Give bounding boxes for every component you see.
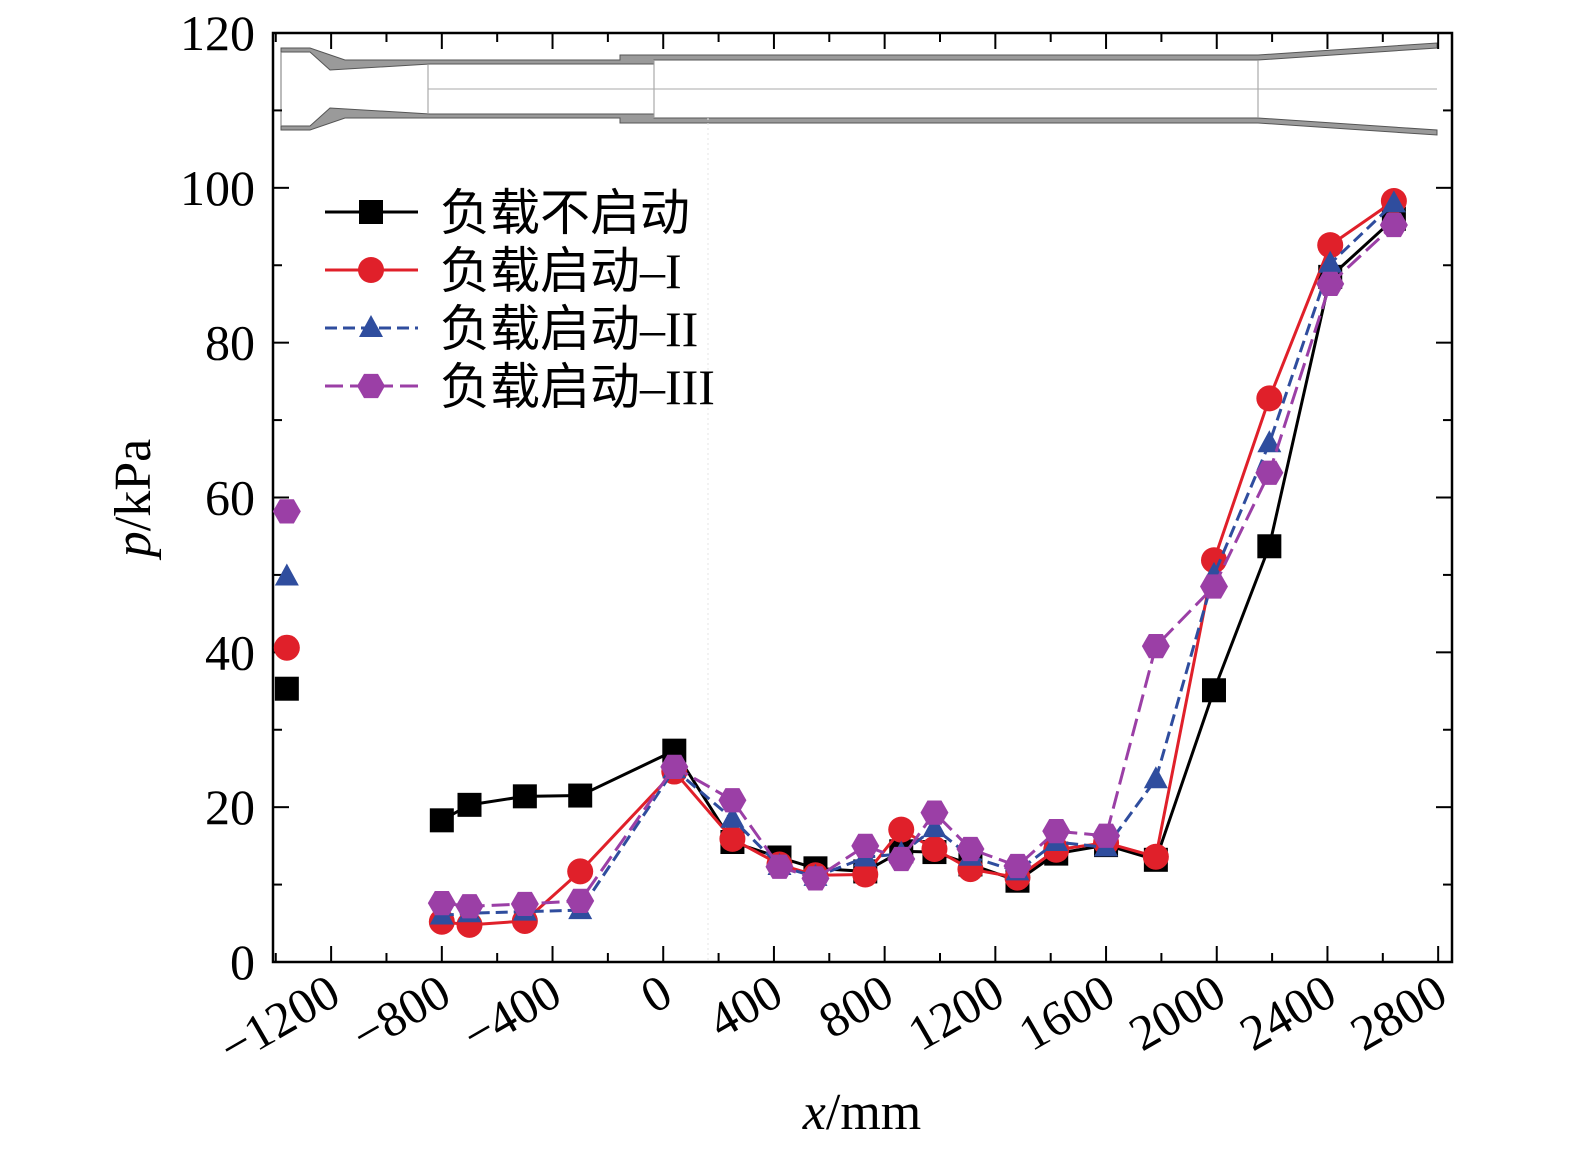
series-line <box>441 223 1395 908</box>
data-point-hexagon <box>920 800 949 825</box>
x-axis-title: x/mm <box>802 1084 921 1141</box>
data-point-square <box>274 676 299 701</box>
data-point-hexagon <box>1316 271 1345 296</box>
data-point-hexagon <box>1042 819 1071 844</box>
data-point-circle <box>888 816 915 843</box>
data-point-hexagon <box>801 866 830 891</box>
data-point-triangle <box>274 563 299 586</box>
y-tick-label: 20 <box>205 779 255 835</box>
y-tick-label: 120 <box>180 5 255 61</box>
data-point-square <box>1257 534 1282 559</box>
x-tick-label: 2400 <box>1230 963 1345 1061</box>
legend-label: 负载不启动 <box>440 185 690 241</box>
data-point-circle <box>1317 232 1344 259</box>
data-point-triangle <box>1257 430 1282 453</box>
data-series <box>272 187 1408 938</box>
data-point-circle <box>1200 547 1227 574</box>
data-point-hexagon <box>887 846 916 872</box>
series-line <box>441 202 1395 918</box>
data-point-hexagon <box>956 836 985 862</box>
data-point-square <box>512 784 537 809</box>
series-4 <box>272 212 1408 919</box>
y-tick-label: 60 <box>205 470 255 526</box>
x-tick-label: −400 <box>453 963 570 1063</box>
data-point-hexagon <box>1199 574 1228 599</box>
data-point-hexagon <box>357 373 385 399</box>
data-point-triangle <box>359 315 383 337</box>
data-point-triangle <box>1318 250 1343 273</box>
x-tick-label: 0 <box>631 963 681 1024</box>
duct-geometry-inset <box>280 42 1438 962</box>
y-tick-label: 100 <box>180 160 255 216</box>
x-tick-label: 2000 <box>1120 963 1235 1061</box>
data-point-circle <box>1256 385 1283 412</box>
data-point-square <box>429 808 454 833</box>
duct-upper-wall <box>280 42 1438 71</box>
data-point-hexagon <box>1003 853 1032 879</box>
data-point-hexagon <box>427 891 456 916</box>
x-tick-label: 400 <box>698 963 791 1049</box>
data-point-hexagon <box>660 754 689 780</box>
data-point-circle <box>1142 843 1169 870</box>
legend-entry: 负载启动–I <box>325 243 682 299</box>
legend-entry: 负载启动–II <box>325 301 698 357</box>
x-tick-label: −800 <box>342 963 459 1063</box>
data-point-triangle <box>1143 766 1168 789</box>
legend-label: 负载启动–III <box>440 359 715 415</box>
data-point-circle <box>921 835 948 862</box>
y-tick-label: 0 <box>230 934 255 990</box>
legend-label: 负载启动–I <box>440 243 682 299</box>
data-point-hexagon <box>1092 823 1121 848</box>
legend-entry: 负载不启动 <box>325 185 690 241</box>
data-point-triangle <box>1381 190 1406 213</box>
data-point-hexagon <box>1379 212 1408 238</box>
data-point-circle <box>852 861 879 888</box>
series-line <box>441 217 1395 883</box>
data-point-square <box>1201 678 1226 703</box>
data-point-hexagon <box>566 888 595 913</box>
y-tick-label: 80 <box>205 315 255 371</box>
data-point-triangle <box>720 805 745 828</box>
data-point-hexagon <box>718 788 747 813</box>
legend-label: 负载启动–II <box>440 301 698 357</box>
duct-lower-wall <box>280 107 1438 136</box>
data-point-square <box>457 792 482 817</box>
x-tick-label: 2800 <box>1341 963 1456 1061</box>
data-point-square <box>359 200 383 224</box>
x-tick-label: 800 <box>809 963 902 1049</box>
legend-entry: 负载启动–III <box>325 359 715 415</box>
data-point-hexagon <box>1255 460 1284 485</box>
data-point-hexagon <box>455 894 484 919</box>
data-point-circle <box>358 257 384 283</box>
y-tick-label: 40 <box>205 624 255 680</box>
data-point-circle <box>567 858 594 885</box>
data-point-hexagon <box>510 891 539 917</box>
data-point-square <box>568 783 593 808</box>
data-point-hexagon <box>272 499 301 524</box>
x-tick-label: 1200 <box>898 963 1013 1061</box>
data-point-hexagon <box>765 854 794 879</box>
y-axis-title: p/kPa <box>105 439 162 561</box>
data-point-hexagon <box>851 833 880 858</box>
data-point-hexagon <box>1141 634 1170 659</box>
x-tick-label: 1600 <box>1009 963 1124 1061</box>
data-point-circle <box>719 825 746 852</box>
data-point-triangle <box>922 815 947 838</box>
data-point-circle <box>273 634 300 661</box>
